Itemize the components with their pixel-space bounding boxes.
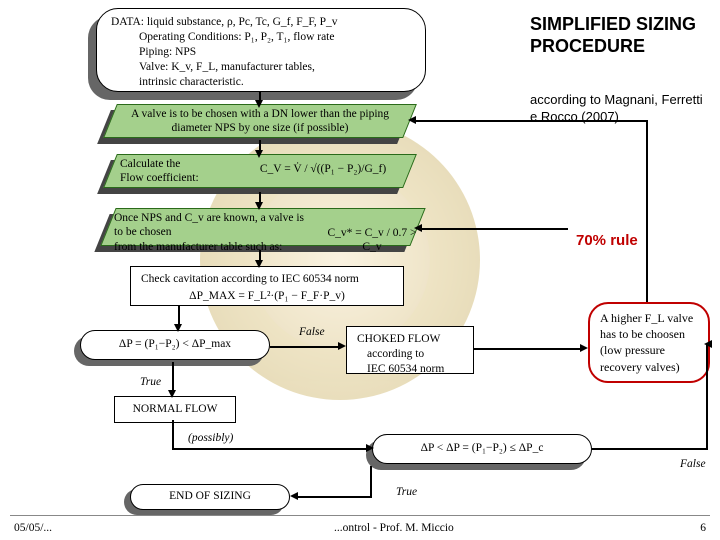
data-line3: Piping: NPS	[111, 45, 411, 60]
footer-left: 05/05/...	[14, 522, 52, 534]
data-line1: DATA: liquid substance, ρ, Pc, Tc, G_f, …	[111, 15, 411, 30]
node-normal-flow: NORMAL FLOW	[114, 396, 236, 423]
arrow-icon	[366, 444, 374, 452]
cav-formula: ΔP_MAX = F_L²·(P₁ − F_F·P_v)	[141, 289, 393, 304]
cav-text: Check cavitation according to IEC 60534 …	[141, 272, 393, 287]
choose-l1: Once NPS and C_v are known, a valve is t…	[114, 212, 304, 238]
footer-mid: ...ontrol - Prof. M. Miccio	[334, 522, 454, 534]
cv-formula: C_V = V̇ / √((P₁ − P₂)/G_f)	[238, 162, 408, 176]
choose-l2: from the manufacturer table such as:	[114, 241, 282, 253]
arrow-icon	[704, 340, 712, 348]
choose-formula: C_v* = C_v / 0.7 > C_v	[322, 226, 422, 255]
arrow-icon	[414, 224, 422, 232]
connector	[172, 448, 368, 450]
node-higher-fl: A higher F_L valve has to be choosen (lo…	[588, 302, 710, 383]
node-dp-dpc: ΔP < ΔP = (P₁−P₂) ≤ ΔP_c	[372, 434, 592, 466]
label-true-1: True	[140, 376, 161, 388]
data-line4: Valve: K_v, F_L, manufacturer tables,	[111, 60, 411, 75]
calc-l2: Flow coefficient:	[120, 172, 199, 184]
node-calc-cv: Calculate the Flow coefficient: C_V = V̇…	[110, 154, 410, 190]
data-line5: intrinsic characteristic.	[111, 75, 411, 90]
arrow-icon	[290, 492, 298, 500]
connector	[706, 344, 708, 450]
node-choose-valve: Once NPS and C_v are known, a valve is t…	[108, 208, 418, 248]
footer-page: 6	[700, 522, 706, 534]
arrow-icon	[255, 202, 263, 210]
arrow-icon	[338, 342, 346, 350]
node-data: DATA: liquid substance, ρ, Pc, Tc, G_f, …	[96, 8, 426, 92]
label-true-2: True	[396, 486, 417, 498]
page-title: SIMPLIFIED SIZING PROCEDURE	[530, 14, 710, 57]
arrow-icon	[255, 100, 263, 108]
node-choked: CHOKED FLOW according to IEC 60534 norm	[346, 326, 474, 374]
choked-l2: according to	[357, 347, 463, 362]
choked-l1: CHOKED FLOW	[357, 332, 463, 347]
data-line2: Operating Conditions: P₁, P₂, T₁, flow r…	[111, 30, 411, 45]
calc-l1: Calculate the	[120, 158, 180, 170]
connector	[646, 120, 648, 302]
node-end: END OF SIZING	[130, 484, 290, 512]
arrow-icon	[255, 260, 263, 268]
label-false-2: False	[680, 458, 706, 470]
arrow-icon	[174, 324, 182, 332]
connector	[172, 420, 174, 448]
connector	[420, 228, 568, 230]
label-possibly: (possibly)	[188, 432, 233, 444]
node-cavitation: Check cavitation according to IEC 60534 …	[130, 266, 404, 306]
arrow-icon	[408, 116, 416, 124]
arrow-icon	[580, 344, 588, 352]
connector	[414, 120, 646, 122]
rule-70: 70% rule	[576, 232, 638, 249]
connector	[296, 496, 370, 498]
arrow-icon	[255, 150, 263, 158]
node-dn-rule: A valve is to be chosen with a DN lower …	[110, 104, 410, 140]
label-false-1: False	[299, 326, 325, 338]
arrow-icon	[168, 390, 176, 398]
choked-l3: IEC 60534 norm	[357, 362, 463, 377]
connector	[592, 448, 708, 450]
connector	[270, 346, 340, 348]
connector	[474, 348, 582, 350]
connector	[370, 466, 372, 498]
footer-rule	[10, 515, 710, 516]
node-dp-compare: ΔP = (P₁−P₂) < ΔP_max	[80, 330, 270, 362]
